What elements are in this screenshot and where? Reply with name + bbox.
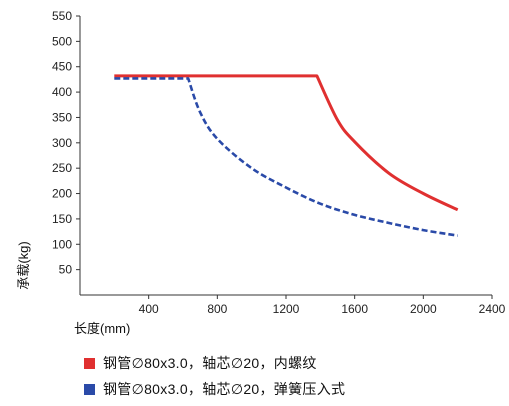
legend: 钢管∅80x3.0，轴芯∅20，内螺纹 钢管∅80x3.0，轴芯∅20，弹簧压入…: [84, 350, 345, 402]
y-tick-label: 300: [52, 136, 72, 150]
legend-label: 钢管∅80x3.0，轴芯∅20，弹簧压入式: [103, 381, 346, 397]
x-tick-label: 800: [207, 302, 227, 316]
y-tick-label: 250: [52, 161, 72, 175]
y-tick-label: 50: [59, 263, 73, 277]
series-lines: [114, 74, 459, 237]
series-line-2: [114, 77, 458, 237]
legend-swatch-blue: [84, 383, 95, 395]
x-tick-label: 2400: [479, 302, 506, 316]
axes: 50 100 150 200 250 300 350 400 450 500 550 400 800 12…: [16, 9, 506, 336]
legend-item: 钢管∅80x3.0，轴芯∅20，弹簧压入式: [84, 376, 345, 402]
y-tick-label: 150: [52, 212, 72, 226]
legend-swatch-red: [84, 357, 95, 369]
y-tick-label: 500: [52, 34, 72, 48]
x-axis-label: 长度(mm): [74, 321, 130, 336]
y-tick-label: 400: [52, 85, 72, 99]
x-tick-label: 400: [139, 302, 159, 316]
y-tick-label: 100: [52, 237, 72, 251]
y-tick-label: 200: [52, 187, 72, 201]
legend-label: 钢管∅80x3.0，轴芯∅20，内螺纹: [103, 355, 317, 371]
legend-item: 钢管∅80x3.0，轴芯∅20，内螺纹: [84, 350, 345, 376]
y-tick-label: 550: [52, 9, 72, 23]
plot-area: 50 100 150 200 250 300 350 400 450 500 550 400 800 12…: [16, 9, 506, 336]
x-tick-label: 1200: [273, 302, 300, 316]
y-axis-label: 承载(kg): [16, 241, 31, 289]
series-line-1: [114, 74, 459, 212]
y-tick-label: 450: [52, 60, 72, 74]
y-tick-label: 350: [52, 110, 72, 124]
x-tick-label: 1600: [341, 302, 368, 316]
x-tick-label: 2000: [410, 302, 437, 316]
